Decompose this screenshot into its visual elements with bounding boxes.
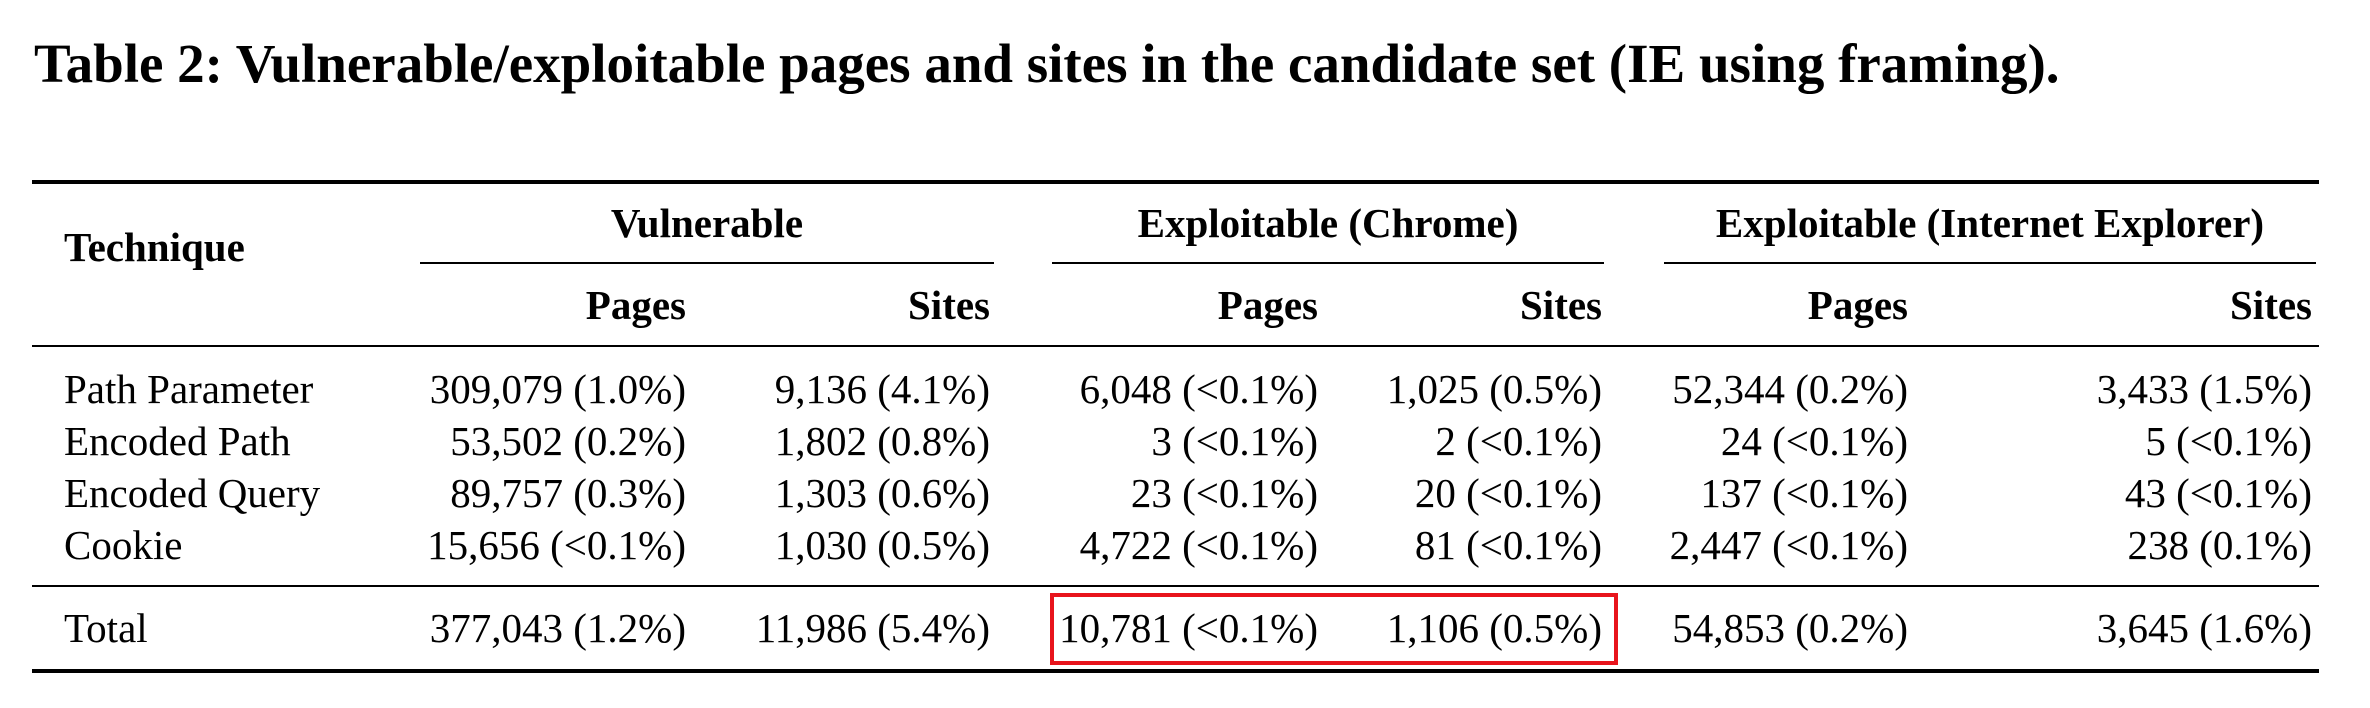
- table-cell: 1,025 (0.5%): [1386, 366, 1602, 412]
- group-header-vulnerable: Vulnerable: [610, 200, 804, 246]
- group-rule-ie: [1664, 262, 2316, 264]
- bottom-rule: [32, 669, 2319, 673]
- row-label-cookie: Cookie: [64, 522, 183, 568]
- table-cell: 43 (<0.1%): [2124, 470, 2312, 516]
- subheader-ie-sites: Sites: [2230, 282, 2312, 328]
- table-cell: 20 (<0.1%): [1414, 470, 1602, 516]
- subheader-chrome-sites: Sites: [1520, 282, 1602, 328]
- subheader-chrome-pages: Pages: [1217, 282, 1318, 328]
- table-cell: 24 (<0.1%): [1720, 418, 1908, 464]
- group-header-ie: Exploitable (Internet Explorer): [1715, 200, 2265, 246]
- subheader-vulnerable-sites: Sites: [908, 282, 990, 328]
- header-rule: [32, 345, 2319, 347]
- table-caption: Table 2: Vulnerable/exploitable pages an…: [34, 33, 2060, 94]
- subheader-vulnerable-pages: Pages: [585, 282, 686, 328]
- header-technique: Technique: [64, 224, 245, 270]
- table-cell: 15,656 (<0.1%): [427, 522, 686, 568]
- top-rule: [32, 180, 2319, 184]
- highlight-box-chrome-total: [1050, 593, 1618, 665]
- table-cell: 81 (<0.1%): [1414, 522, 1602, 568]
- table-cell: 89,757 (0.3%): [450, 470, 686, 516]
- total-cell: 377,043 (1.2%): [429, 605, 686, 651]
- total-cell: 10,781 (<0.1%): [1059, 605, 1318, 651]
- table-cell: 4,722 (<0.1%): [1079, 522, 1318, 568]
- total-cell: 3,645 (1.6%): [2096, 605, 2312, 651]
- table-cell: 9,136 (4.1%): [774, 366, 990, 412]
- table-cell: 3,433 (1.5%): [2096, 366, 2312, 412]
- table-cell: 137 (<0.1%): [1700, 470, 1908, 516]
- group-rule-chrome: [1052, 262, 1604, 264]
- table-cell: 2 (<0.1%): [1435, 418, 1602, 464]
- group-header-chrome: Exploitable (Chrome): [1137, 200, 1519, 246]
- total-cell: 54,853 (0.2%): [1672, 605, 1908, 651]
- row-label-encoded-query: Encoded Query: [64, 470, 321, 516]
- table-cell: 52,344 (0.2%): [1672, 366, 1908, 412]
- total-rule: [32, 585, 2319, 587]
- subheader-ie-pages: Pages: [1807, 282, 1908, 328]
- row-label-path-parameter: Path Parameter: [64, 366, 314, 412]
- row-label-total: Total: [64, 605, 148, 651]
- table-cell: 5 (<0.1%): [2145, 418, 2312, 464]
- table-cell: 3 (<0.1%): [1151, 418, 1318, 464]
- table-cell: 309,079 (1.0%): [429, 366, 686, 412]
- group-rule-vulnerable: [420, 262, 994, 264]
- table-cell: 238 (0.1%): [2127, 522, 2312, 568]
- row-label-encoded-path: Encoded Path: [64, 418, 291, 464]
- table-cell: 1,303 (0.6%): [774, 470, 990, 516]
- table-cell: 1,030 (0.5%): [774, 522, 990, 568]
- total-cell: 1,106 (0.5%): [1386, 605, 1602, 651]
- table-cell: 53,502 (0.2%): [450, 418, 686, 464]
- table-cell: 1,802 (0.8%): [774, 418, 990, 464]
- total-cell: 11,986 (5.4%): [755, 605, 990, 651]
- table-cell: 23 (<0.1%): [1130, 470, 1318, 516]
- table-cell: 2,447 (<0.1%): [1669, 522, 1908, 568]
- table-cell: 6,048 (<0.1%): [1079, 366, 1318, 412]
